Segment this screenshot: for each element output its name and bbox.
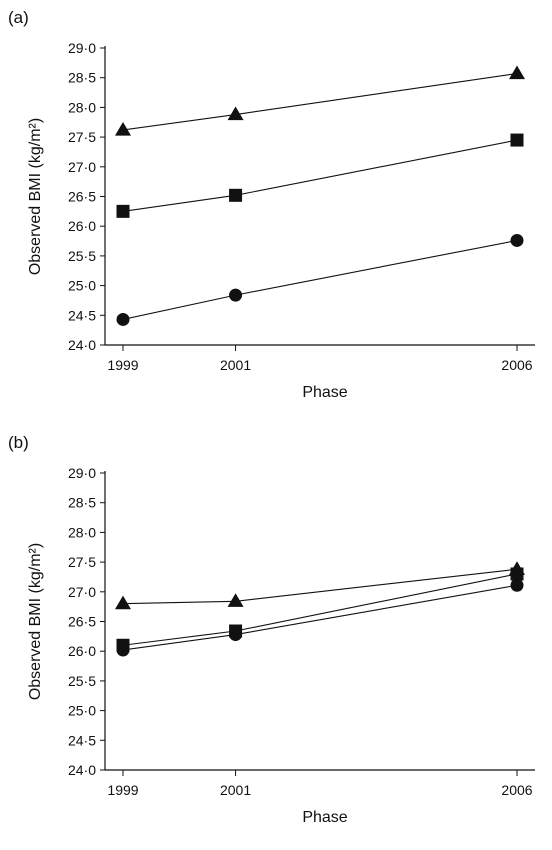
y-tick-label: 24·5	[68, 307, 96, 323]
y-tick-label: 25·0	[68, 278, 96, 294]
y-axis-title: Observed BMI (kg/m²)	[27, 118, 44, 275]
y-tick-label: 27·5	[68, 129, 96, 145]
data-point-square	[510, 133, 524, 147]
data-point-triangle	[509, 65, 525, 80]
x-tick-label: 1999	[107, 782, 138, 798]
series-square	[116, 133, 524, 218]
y-tick-label: 28·5	[68, 495, 96, 511]
series-line-circle	[122, 239, 518, 320]
data-point-square	[229, 188, 243, 202]
chart-b: 24·0 24·5 25·0 25·5 26·0 26·5 27·0 27·5 28·0 28·5…	[27, 465, 535, 826]
data-point-circle	[229, 288, 243, 302]
data-point-square	[510, 567, 524, 581]
panel-b-label: (b)	[8, 433, 29, 452]
data-point-circle	[510, 233, 524, 247]
series-square	[116, 567, 524, 652]
series-line-triangle	[122, 72, 518, 131]
x-tick-label: 2001	[220, 782, 251, 798]
y-tick-label: 26·0	[68, 643, 96, 659]
data-point-triangle	[227, 106, 244, 121]
y-tick-label: 27·5	[68, 554, 96, 570]
data-point-triangle	[227, 593, 244, 607]
y-tick-label: 28·0	[68, 99, 96, 115]
y-tick-label: 26·5	[68, 614, 96, 630]
series-circle	[116, 233, 524, 326]
y-tick-label: 24·0	[68, 762, 96, 778]
y-tick-label: 28·5	[68, 70, 96, 86]
data-point-triangle	[115, 595, 131, 610]
y-tick-label: 25·0	[68, 703, 96, 719]
y-tick-label: 29·0	[68, 465, 96, 481]
y-tick-label: 28·0	[68, 524, 96, 540]
y-tick-label: 26·5	[68, 189, 96, 205]
series-triangle	[115, 65, 525, 136]
data-point-circle	[116, 643, 130, 657]
series-line-square	[122, 573, 518, 646]
data-point-circle	[229, 628, 243, 642]
x-tick-label: 2006	[501, 782, 532, 798]
y-tick-label: 27·0	[68, 159, 96, 175]
series-circle	[116, 578, 524, 657]
y-axis-title: Observed BMI (kg/m²)	[27, 543, 44, 700]
y-tick-label: 24·0	[68, 337, 96, 353]
y-tick-label: 24·5	[68, 732, 96, 748]
y-tick-label: 26·0	[68, 218, 96, 234]
data-point-circle	[510, 578, 524, 592]
data-point-square	[116, 204, 130, 218]
panel-a-label: (a)	[8, 8, 29, 27]
series-line-square	[122, 139, 518, 212]
y-tick-label: 27·0	[68, 584, 96, 600]
y-tick-label: 25·5	[68, 248, 96, 264]
x-axis-title: Phase	[302, 384, 347, 401]
x-tick-label: 2006	[501, 357, 532, 373]
data-point-triangle	[115, 121, 131, 136]
chart-a: 24·0 24·5 25·0 25·5 26·0 26·5 27·0 27·5 28·0 28·5…	[27, 40, 535, 401]
series-line-circle	[122, 584, 518, 651]
data-point-circle	[116, 312, 130, 326]
x-axis-title: Phase	[302, 809, 347, 826]
x-tick-label: 1999	[107, 357, 138, 373]
y-tick-label: 29·0	[68, 40, 96, 56]
y-tick-label: 25·5	[68, 673, 96, 689]
x-tick-label: 2001	[220, 357, 251, 373]
